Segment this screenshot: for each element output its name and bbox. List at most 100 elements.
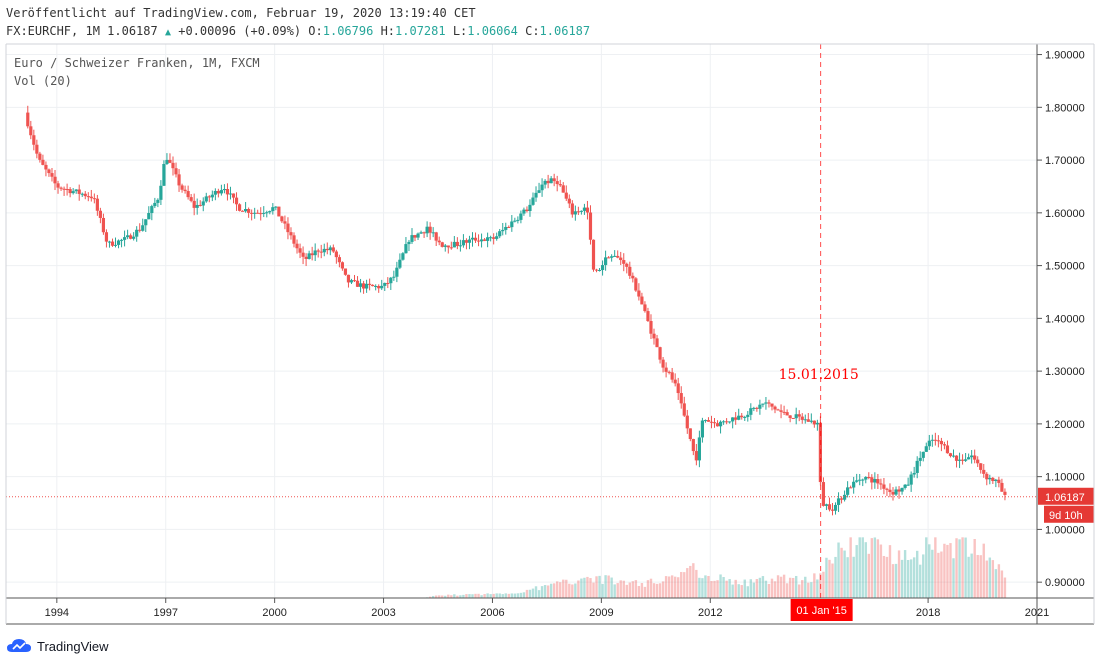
candle-body xyxy=(68,189,72,194)
candle-body xyxy=(954,455,959,461)
candle-body xyxy=(231,193,236,198)
volume-bar xyxy=(438,595,441,598)
c-label: C: xyxy=(525,24,540,38)
candle-body xyxy=(274,206,278,208)
candle-body xyxy=(715,423,720,427)
h-value: 1.07281 xyxy=(395,24,446,38)
volume-bar xyxy=(686,568,689,598)
volume-bar xyxy=(837,542,840,598)
volume-bar xyxy=(565,579,568,598)
c-value: 1.06187 xyxy=(539,24,591,38)
candle-body xyxy=(422,232,426,234)
candle-body xyxy=(295,243,299,249)
candle-body xyxy=(582,207,587,211)
volume-bar xyxy=(961,537,964,598)
candle-body xyxy=(685,415,689,429)
candle-body xyxy=(243,209,248,212)
volume-bar xyxy=(701,578,704,598)
candle-body xyxy=(516,219,520,221)
volume-bar xyxy=(555,581,559,598)
candle-body xyxy=(425,226,429,234)
candle-body xyxy=(119,239,124,241)
volume-bars xyxy=(425,537,1007,598)
candle-body xyxy=(836,498,841,505)
candle-body xyxy=(416,233,420,238)
candle-body xyxy=(98,210,102,218)
candle-body xyxy=(337,257,341,263)
volume-bar xyxy=(592,582,595,598)
volume-bar xyxy=(976,554,979,598)
candle-body xyxy=(319,251,323,253)
candle-body xyxy=(824,504,829,506)
candle-body xyxy=(395,267,399,277)
candle-body xyxy=(973,455,977,460)
candle-body xyxy=(534,192,538,198)
candle-body xyxy=(570,203,574,215)
volume-bar xyxy=(444,595,447,598)
volume-bar xyxy=(1000,570,1004,598)
volume-bar xyxy=(925,537,928,598)
h-label: H: xyxy=(380,24,396,38)
candle-body xyxy=(858,479,862,481)
candle-body xyxy=(95,198,99,211)
tradingview-cloud-icon xyxy=(7,639,31,652)
volume-bar xyxy=(713,580,716,598)
candle-body xyxy=(712,422,717,424)
candle-body xyxy=(513,220,517,222)
candle-body xyxy=(325,248,329,251)
volume-bar xyxy=(507,593,510,598)
candle-body xyxy=(970,455,974,458)
volume-bar xyxy=(655,583,659,598)
volume-bar xyxy=(510,593,514,598)
volume-bar xyxy=(731,584,734,598)
candle-body xyxy=(159,185,163,200)
candle-body xyxy=(110,241,115,246)
footer-brand[interactable]: TradingView xyxy=(6,638,109,654)
candle-body xyxy=(915,460,919,473)
candle-body xyxy=(313,250,317,256)
volume-bar xyxy=(734,579,737,598)
volume-bar xyxy=(891,564,895,598)
candle-body xyxy=(316,250,320,252)
candle-body xyxy=(371,284,375,287)
candle-body xyxy=(546,180,550,184)
x-tick-label: 2018 xyxy=(916,607,940,619)
candle-body xyxy=(634,278,638,291)
candle-body xyxy=(597,270,602,272)
volume-bar xyxy=(673,576,677,598)
candle-body xyxy=(428,226,432,233)
candle-body xyxy=(307,253,311,259)
candle-body xyxy=(271,207,275,212)
candle-body xyxy=(479,239,484,242)
volume-bar xyxy=(495,593,498,598)
volume-bar xyxy=(716,580,719,598)
x-tick-label: 1997 xyxy=(153,607,177,619)
candle-body xyxy=(528,204,532,212)
axes: 1.90000 1.80000 1.70000 1.60000 1.50000 1.400… xyxy=(5,43,1095,625)
candle-body xyxy=(622,260,626,264)
candle-body xyxy=(368,283,372,285)
y-tick-label: 1.10000 xyxy=(1045,472,1085,484)
candle-body xyxy=(721,421,726,423)
candle-body xyxy=(35,144,39,154)
candle-body xyxy=(407,241,411,245)
candle-body xyxy=(979,463,983,470)
volume-bar xyxy=(474,593,477,598)
candle-body xyxy=(960,459,965,461)
candle-body xyxy=(83,193,87,197)
candle-body xyxy=(664,367,668,372)
volume-bar xyxy=(725,580,728,598)
volume-bar xyxy=(649,578,653,598)
countdown-box xyxy=(1044,505,1094,523)
candle-body xyxy=(613,255,617,257)
candle-body xyxy=(195,204,199,208)
candle-body xyxy=(558,184,562,186)
candle-body xyxy=(800,416,804,420)
volume-bar xyxy=(761,576,765,598)
candle-body xyxy=(32,135,36,145)
candle-body xyxy=(374,285,378,287)
candle-body xyxy=(440,242,444,247)
candle-body xyxy=(694,451,698,461)
candle-body xyxy=(927,440,931,447)
